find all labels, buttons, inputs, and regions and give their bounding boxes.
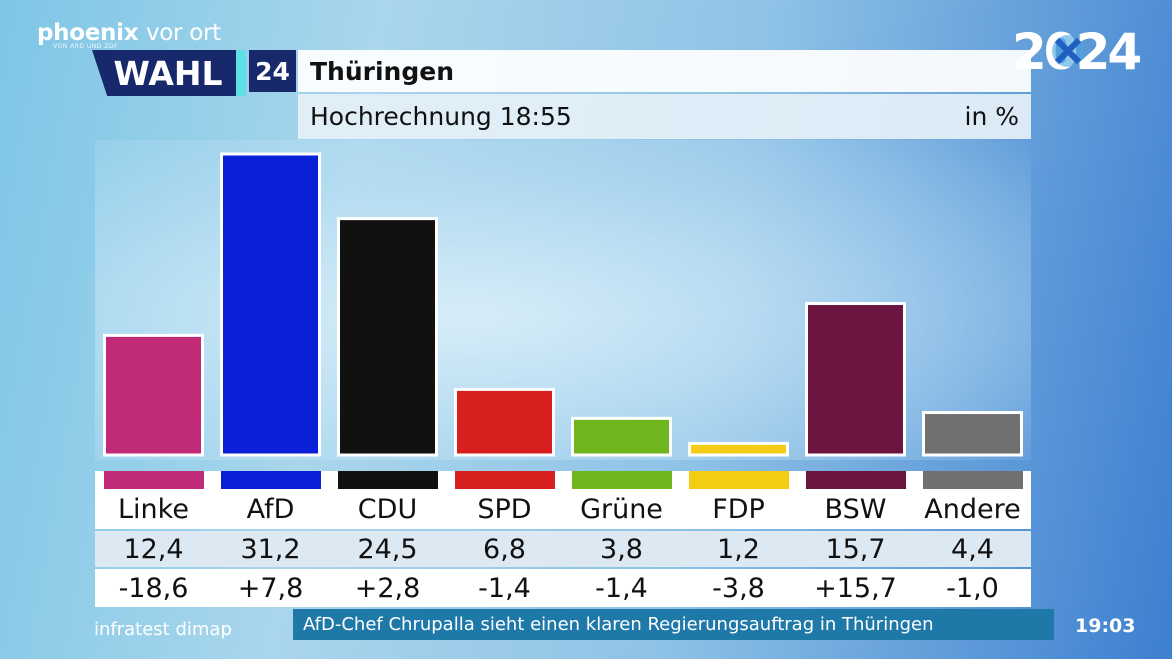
party-name: FDP: [712, 493, 765, 525]
party-color-swatch: [337, 471, 438, 489]
party-name: BSW: [824, 493, 887, 525]
bar-cdu: [337, 217, 438, 457]
channel-tag: VON ARD UND ZDF: [53, 43, 119, 50]
party-value: 24,5: [357, 533, 418, 565]
party-swatch-cell: [563, 471, 680, 489]
clock: 19:03: [1075, 615, 1136, 637]
bar-fdp: [688, 441, 789, 457]
party-swatch-cell: [914, 471, 1031, 489]
party-name: Linke: [118, 493, 189, 525]
party-value: 3,8: [600, 533, 643, 565]
party-change: -18,6: [118, 572, 189, 604]
party-value: 31,2: [240, 533, 301, 565]
party-color-swatch: [454, 471, 555, 489]
party-name: Grüne: [580, 493, 663, 525]
chart-subtitle: Hochrechnung 18:55 in %: [298, 94, 1031, 139]
party-change: +7,8: [237, 572, 304, 604]
chart-title: Thüringen: [298, 50, 1031, 92]
channel-suffix: vor ort: [145, 20, 221, 46]
party-change: -1,0: [946, 572, 999, 604]
party-swatch-cell: [797, 471, 914, 489]
bar-gr-ne: [571, 416, 672, 457]
party-color-swatch: [571, 471, 672, 489]
party-color-row: [95, 471, 1031, 489]
party-color-swatch: [805, 471, 906, 489]
party-change: +2,8: [354, 572, 421, 604]
party-value: 12,4: [123, 533, 184, 565]
channel-logo: phoenix vor ort VON ARD UND ZDF: [37, 20, 221, 50]
party-name: CDU: [357, 493, 418, 525]
party-value-row: 12,4 31,2 24,5 6,8 3,8 1,2 15,7 4,4: [95, 531, 1031, 567]
party-name: SPD: [477, 493, 532, 525]
party-change: -1,4: [478, 572, 531, 604]
party-value: 15,7: [825, 533, 886, 565]
bar-chart: [103, 152, 1023, 457]
party-change-row: -18,6 +7,8 +2,8 -1,4 -1,4 -3,8 +15,7 -1,0: [95, 569, 1031, 607]
badge-accent: [236, 50, 246, 96]
party-swatch-cell: [329, 471, 446, 489]
bar-bsw: [805, 302, 906, 457]
unit-label: in %: [964, 102, 1020, 131]
source-label: infratest dimap: [94, 619, 232, 640]
channel-name: phoenix: [37, 20, 139, 46]
bar-linke: [103, 333, 204, 457]
subtitle-text: Hochrechnung 18:55: [310, 102, 572, 131]
party-value: 6,8: [483, 533, 526, 565]
party-color-swatch: [220, 471, 321, 489]
bar-spd: [454, 387, 555, 457]
title-text: Thüringen: [310, 56, 454, 86]
party-change: -1,4: [595, 572, 648, 604]
ticker-text: AfD-Chef Chrupalla sieht einen klaren Re…: [303, 614, 934, 635]
news-ticker: AfD-Chef Chrupalla sieht einen klaren Re…: [293, 609, 1054, 640]
party-change: +15,7: [814, 572, 897, 604]
party-value: 1,2: [717, 533, 760, 565]
party-swatch-cell: [446, 471, 563, 489]
party-change: -3,8: [712, 572, 765, 604]
party-swatch-cell: [212, 471, 329, 489]
bar-afd: [220, 152, 321, 457]
election-year-logo: 2024: [1012, 22, 1142, 82]
bar-andere: [922, 411, 1023, 457]
party-swatch-cell: [680, 471, 797, 489]
party-name-row: Linke AfD CDU SPD Grüne FDP BSW Andere: [95, 489, 1031, 529]
party-name: Andere: [924, 493, 1021, 525]
party-value: 4,4: [951, 533, 994, 565]
party-color-swatch: [922, 471, 1023, 489]
party-name: AfD: [246, 493, 295, 525]
party-color-swatch: [688, 471, 789, 489]
wahl-badge: WAHL: [92, 50, 244, 96]
wahl-year: 24: [249, 50, 296, 92]
ballot-cross-icon: [1052, 35, 1084, 67]
party-color-swatch: [103, 471, 204, 489]
party-swatch-cell: [95, 471, 212, 489]
results-table: Linke AfD CDU SPD Grüne FDP BSW Andere 12,4 31,2…: [95, 471, 1031, 607]
